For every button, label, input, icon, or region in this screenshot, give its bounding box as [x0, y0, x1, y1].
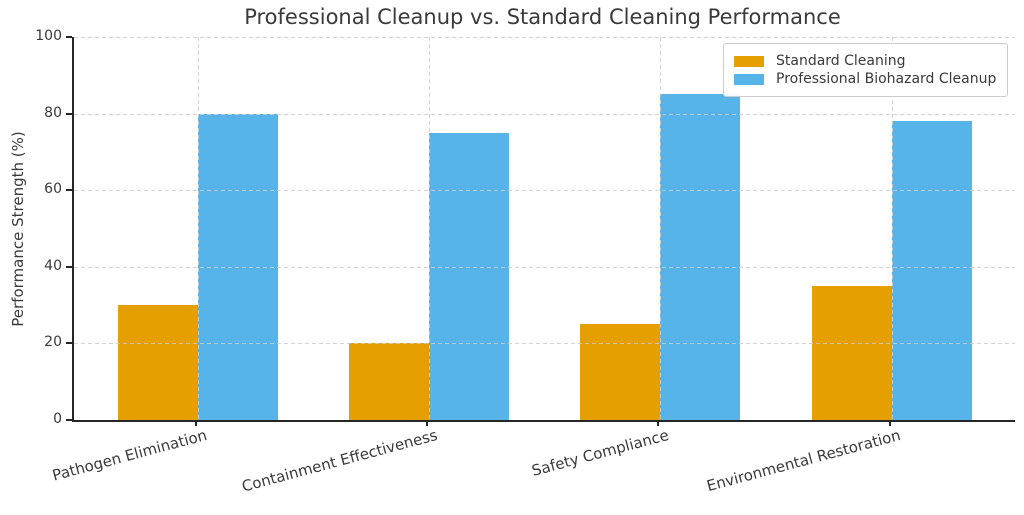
- x-tick-mark-1: [426, 422, 429, 426]
- x-tick-mark-3: [888, 422, 891, 426]
- y-tick-mark-20: [66, 342, 72, 345]
- x-tick-mark-2: [657, 422, 660, 426]
- bar-series1-cat2: [660, 94, 741, 420]
- gridline-y-80: [74, 113, 1015, 115]
- x-tick-mark-0: [195, 422, 197, 426]
- bar-series0-cat1: [349, 343, 430, 420]
- y-tick-label-20: 20: [44, 334, 62, 351]
- chart-title: Professional Cleanup vs. Standard Cleani…: [244, 5, 841, 29]
- legend-label-0: Standard Cleaning: [776, 53, 906, 69]
- y-tick-label-100: 100: [35, 28, 62, 44]
- y-tick-mark-40: [66, 265, 72, 268]
- bar-series1-cat3: [891, 121, 972, 420]
- y-tick-mark-0: [66, 419, 72, 421]
- legend: Standard Cleaning Professional Biohazard …: [723, 43, 1009, 97]
- y-tick-label-60: 60: [44, 181, 62, 198]
- y-tick-label-80: 80: [44, 104, 62, 121]
- bar-series0-cat0: [118, 305, 198, 420]
- x-tick-label-2: Safety Compliance: [530, 426, 671, 480]
- legend-item-1: Professional Biohazard Cleanup: [734, 71, 996, 87]
- gridline-y-100: [74, 37, 1015, 38]
- bar-series1-cat1: [429, 132, 510, 420]
- y-tick-mark-60: [66, 189, 72, 192]
- gridline-x-1: [429, 37, 431, 420]
- legend-swatch-1: [734, 73, 764, 85]
- gridline-y-20: [74, 343, 1015, 345]
- y-tick-mark-100: [66, 36, 72, 38]
- gridline-x-3: [891, 37, 893, 420]
- bar-series0-cat3: [811, 286, 892, 420]
- y-tick-mark-80: [66, 112, 72, 115]
- plot-area: [72, 37, 1015, 422]
- gridline-y-40: [74, 266, 1015, 268]
- x-tick-label-0: Pathogen Elimination: [50, 426, 209, 485]
- legend-item-0: Standard Cleaning: [734, 53, 996, 69]
- y-tick-label-40: 40: [44, 257, 62, 274]
- x-tick-label-3: Environmental Restoration: [704, 426, 903, 496]
- gridline-x-0: [198, 37, 199, 420]
- y-tick-label-0: 0: [53, 411, 62, 427]
- legend-swatch-0: [734, 55, 764, 67]
- legend-label-1: Professional Biohazard Cleanup: [776, 71, 997, 87]
- bar-series0-cat2: [580, 324, 661, 420]
- x-tick-label-1: Containment Effectiveness: [240, 426, 440, 496]
- gridline-y-60: [74, 190, 1015, 192]
- gridline-x-2: [660, 37, 662, 420]
